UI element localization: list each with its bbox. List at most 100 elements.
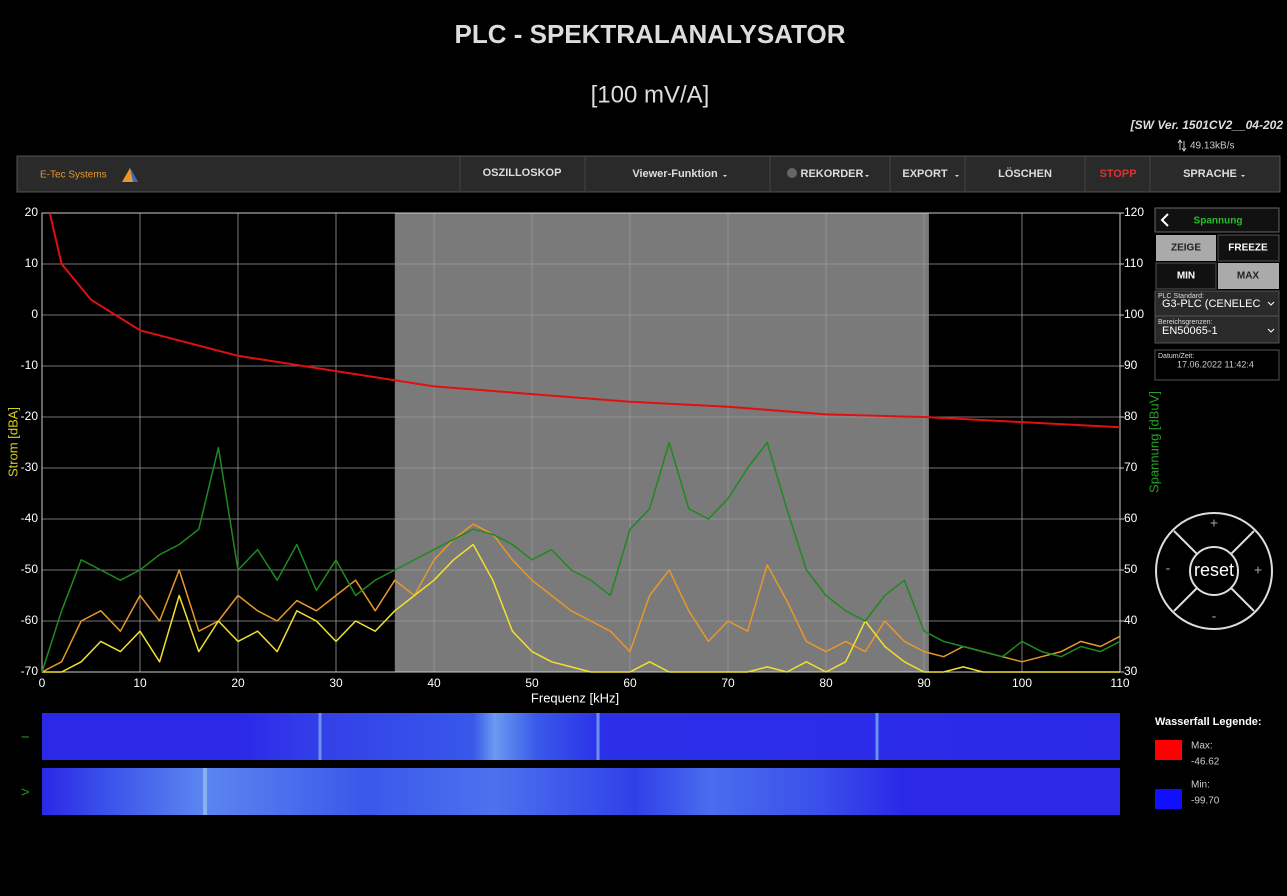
y-tick-label: -70 — [21, 664, 39, 678]
y2-tick-label: 40 — [1124, 613, 1138, 627]
nav-items: OSZILLOSKOP Viewer-Funktion REKORDER EXP… — [459, 157, 1245, 191]
rate-icon — [1177, 139, 1187, 152]
waterfall: I V Wasserfall Legende: Max: -46.62 Min:… — [20, 713, 1262, 815]
button-label: MAX — [1237, 271, 1260, 282]
x-tick-label: 60 — [623, 676, 637, 690]
button-label: MIN — [1177, 271, 1195, 282]
y2-tick-label: 90 — [1124, 358, 1138, 372]
app-subtitle: [100 mV/A] — [591, 81, 710, 108]
plot-frame — [41, 212, 1121, 673]
waterfall-current — [42, 713, 1120, 760]
toggle-button[interactable] — [1217, 234, 1280, 262]
mode-header — [1154, 207, 1280, 233]
select-label: PLC Standard: — [1158, 293, 1204, 300]
record-dot — [787, 168, 797, 178]
waterfall-row-label: I — [20, 735, 32, 738]
pad-dividers — [1173, 530, 1255, 612]
date-value: 17.06.2022 11:42:4 — [1177, 359, 1254, 369]
y2-tick-label: 70 — [1124, 460, 1138, 474]
pad-left[interactable]: - — [1166, 560, 1171, 576]
y2-tick-label: 120 — [1124, 205, 1144, 219]
highlight-band — [394, 213, 929, 672]
y-tick-label: -20 — [21, 409, 39, 423]
x-axis-title: Frequenz [kHz] — [531, 690, 619, 705]
y2-tick-label: 60 — [1124, 511, 1138, 525]
legend-min-label: Min: — [1191, 780, 1210, 791]
select-value[interactable]: EN50065-1 — [1162, 325, 1218, 337]
nav-pad — [1155, 512, 1273, 630]
y2-tick-label: 100 — [1124, 307, 1144, 321]
legend-max-label: Max: — [1191, 741, 1213, 752]
legend-title: Wasserfall Legende: — [1155, 716, 1262, 728]
legend-max-swatch — [1155, 740, 1182, 760]
app-title: PLC - SPEKTRALANALYSATOR — [455, 19, 846, 49]
y2-axis-title: Spannung [dBuV] — [1146, 391, 1161, 493]
button-label: ZEIGE — [1171, 243, 1201, 254]
version: [SW Ver. 1501CV2__04-202 — [1130, 118, 1284, 132]
pad-up[interactable]: + — [1210, 515, 1218, 531]
y-tick-label: 10 — [25, 256, 39, 270]
pad-inner — [1189, 546, 1239, 596]
x-tick-label: 10 — [133, 676, 147, 690]
date-box — [1154, 349, 1280, 381]
chart: Strom [dBA] Spannung [dBuV] Frequenz [kH… — [5, 205, 1161, 705]
x-tick-label: 80 — [819, 676, 833, 690]
y-tick-label: -50 — [21, 562, 39, 576]
toggle-button[interactable] — [1218, 263, 1279, 289]
x-tick-label: 20 — [231, 676, 245, 690]
x-tick-label: 110 — [1110, 676, 1129, 690]
back-arrow[interactable] — [1160, 213, 1169, 227]
caret — [1241, 175, 1245, 177]
pad-right[interactable]: + — [1254, 562, 1262, 578]
brand[interactable]: E-Tec Systems — [40, 170, 107, 181]
date-label: Datum/Zeit: — [1158, 353, 1194, 360]
caret — [865, 175, 869, 177]
x-tick-label: 70 — [721, 676, 735, 690]
y-tick-label: -60 — [21, 613, 39, 627]
select-value[interactable]: G3-PLC (CENELEC — [1162, 298, 1260, 310]
nav-button[interactable]: LÖSCHEN — [998, 167, 1052, 180]
legend-min-value: -99.70 — [1191, 796, 1220, 807]
waterfall-voltage — [42, 768, 1120, 815]
select-box — [1154, 290, 1280, 344]
legend-max-value: -46.62 — [1191, 757, 1220, 768]
x-tick-label: 0 — [39, 676, 46, 690]
series-line — [41, 523, 1121, 673]
x-tick-label: 30 — [329, 676, 343, 690]
series-line — [41, 441, 1121, 673]
y2-tick-label: 30 — [1124, 664, 1138, 678]
y-tick-label: -40 — [21, 511, 39, 525]
button-label: FREEZE — [1228, 243, 1268, 254]
chevron — [1267, 328, 1275, 333]
y-axis-title: Strom [dBA] — [5, 407, 20, 477]
brand-logo-part — [130, 168, 138, 182]
series-line — [48, 212, 1121, 429]
caret — [955, 175, 959, 177]
waterfall-row-label: V — [20, 788, 32, 796]
header: PLC - SPEKTRALANALYSATOR [100 mV/A] [SW … — [455, 19, 1284, 152]
nav-dropdown[interactable]: EXPORT — [902, 168, 948, 180]
toggle-button[interactable] — [1156, 235, 1216, 261]
nav-dropdown[interactable]: SPRACHE — [1183, 168, 1237, 180]
series-line — [42, 543, 1120, 673]
legend-min-swatch — [1155, 789, 1182, 809]
nav-dropdown[interactable]: Viewer-Funktion — [632, 168, 718, 180]
x-tick-label: 100 — [1012, 676, 1032, 690]
nav-bar: E-Tec Systems OSZILLOSKOP Viewer-Funktio… — [16, 155, 1281, 193]
toggle-button[interactable] — [1155, 262, 1217, 290]
y2-tick-label: 50 — [1124, 562, 1138, 576]
y-tick-label: -10 — [21, 358, 39, 372]
reset-button[interactable]: reset — [1194, 560, 1234, 580]
pad-outer — [1155, 512, 1273, 630]
y2-tick-label: 80 — [1124, 409, 1138, 423]
nav-dropdown[interactable]: REKORDER — [801, 168, 864, 180]
nav-background — [16, 155, 1281, 193]
nav-button[interactable]: OSZILLOSKOP — [483, 167, 562, 179]
y2-tick-label: 110 — [1124, 256, 1143, 270]
pad-down[interactable]: - — [1212, 608, 1217, 624]
rate: 49.13kB/s — [1190, 141, 1234, 152]
x-tick-label: 40 — [427, 676, 441, 690]
mode-title: Spannung — [1194, 216, 1243, 227]
y-tick-label: 20 — [25, 205, 39, 219]
nav-button[interactable]: STOPP — [1099, 168, 1136, 180]
